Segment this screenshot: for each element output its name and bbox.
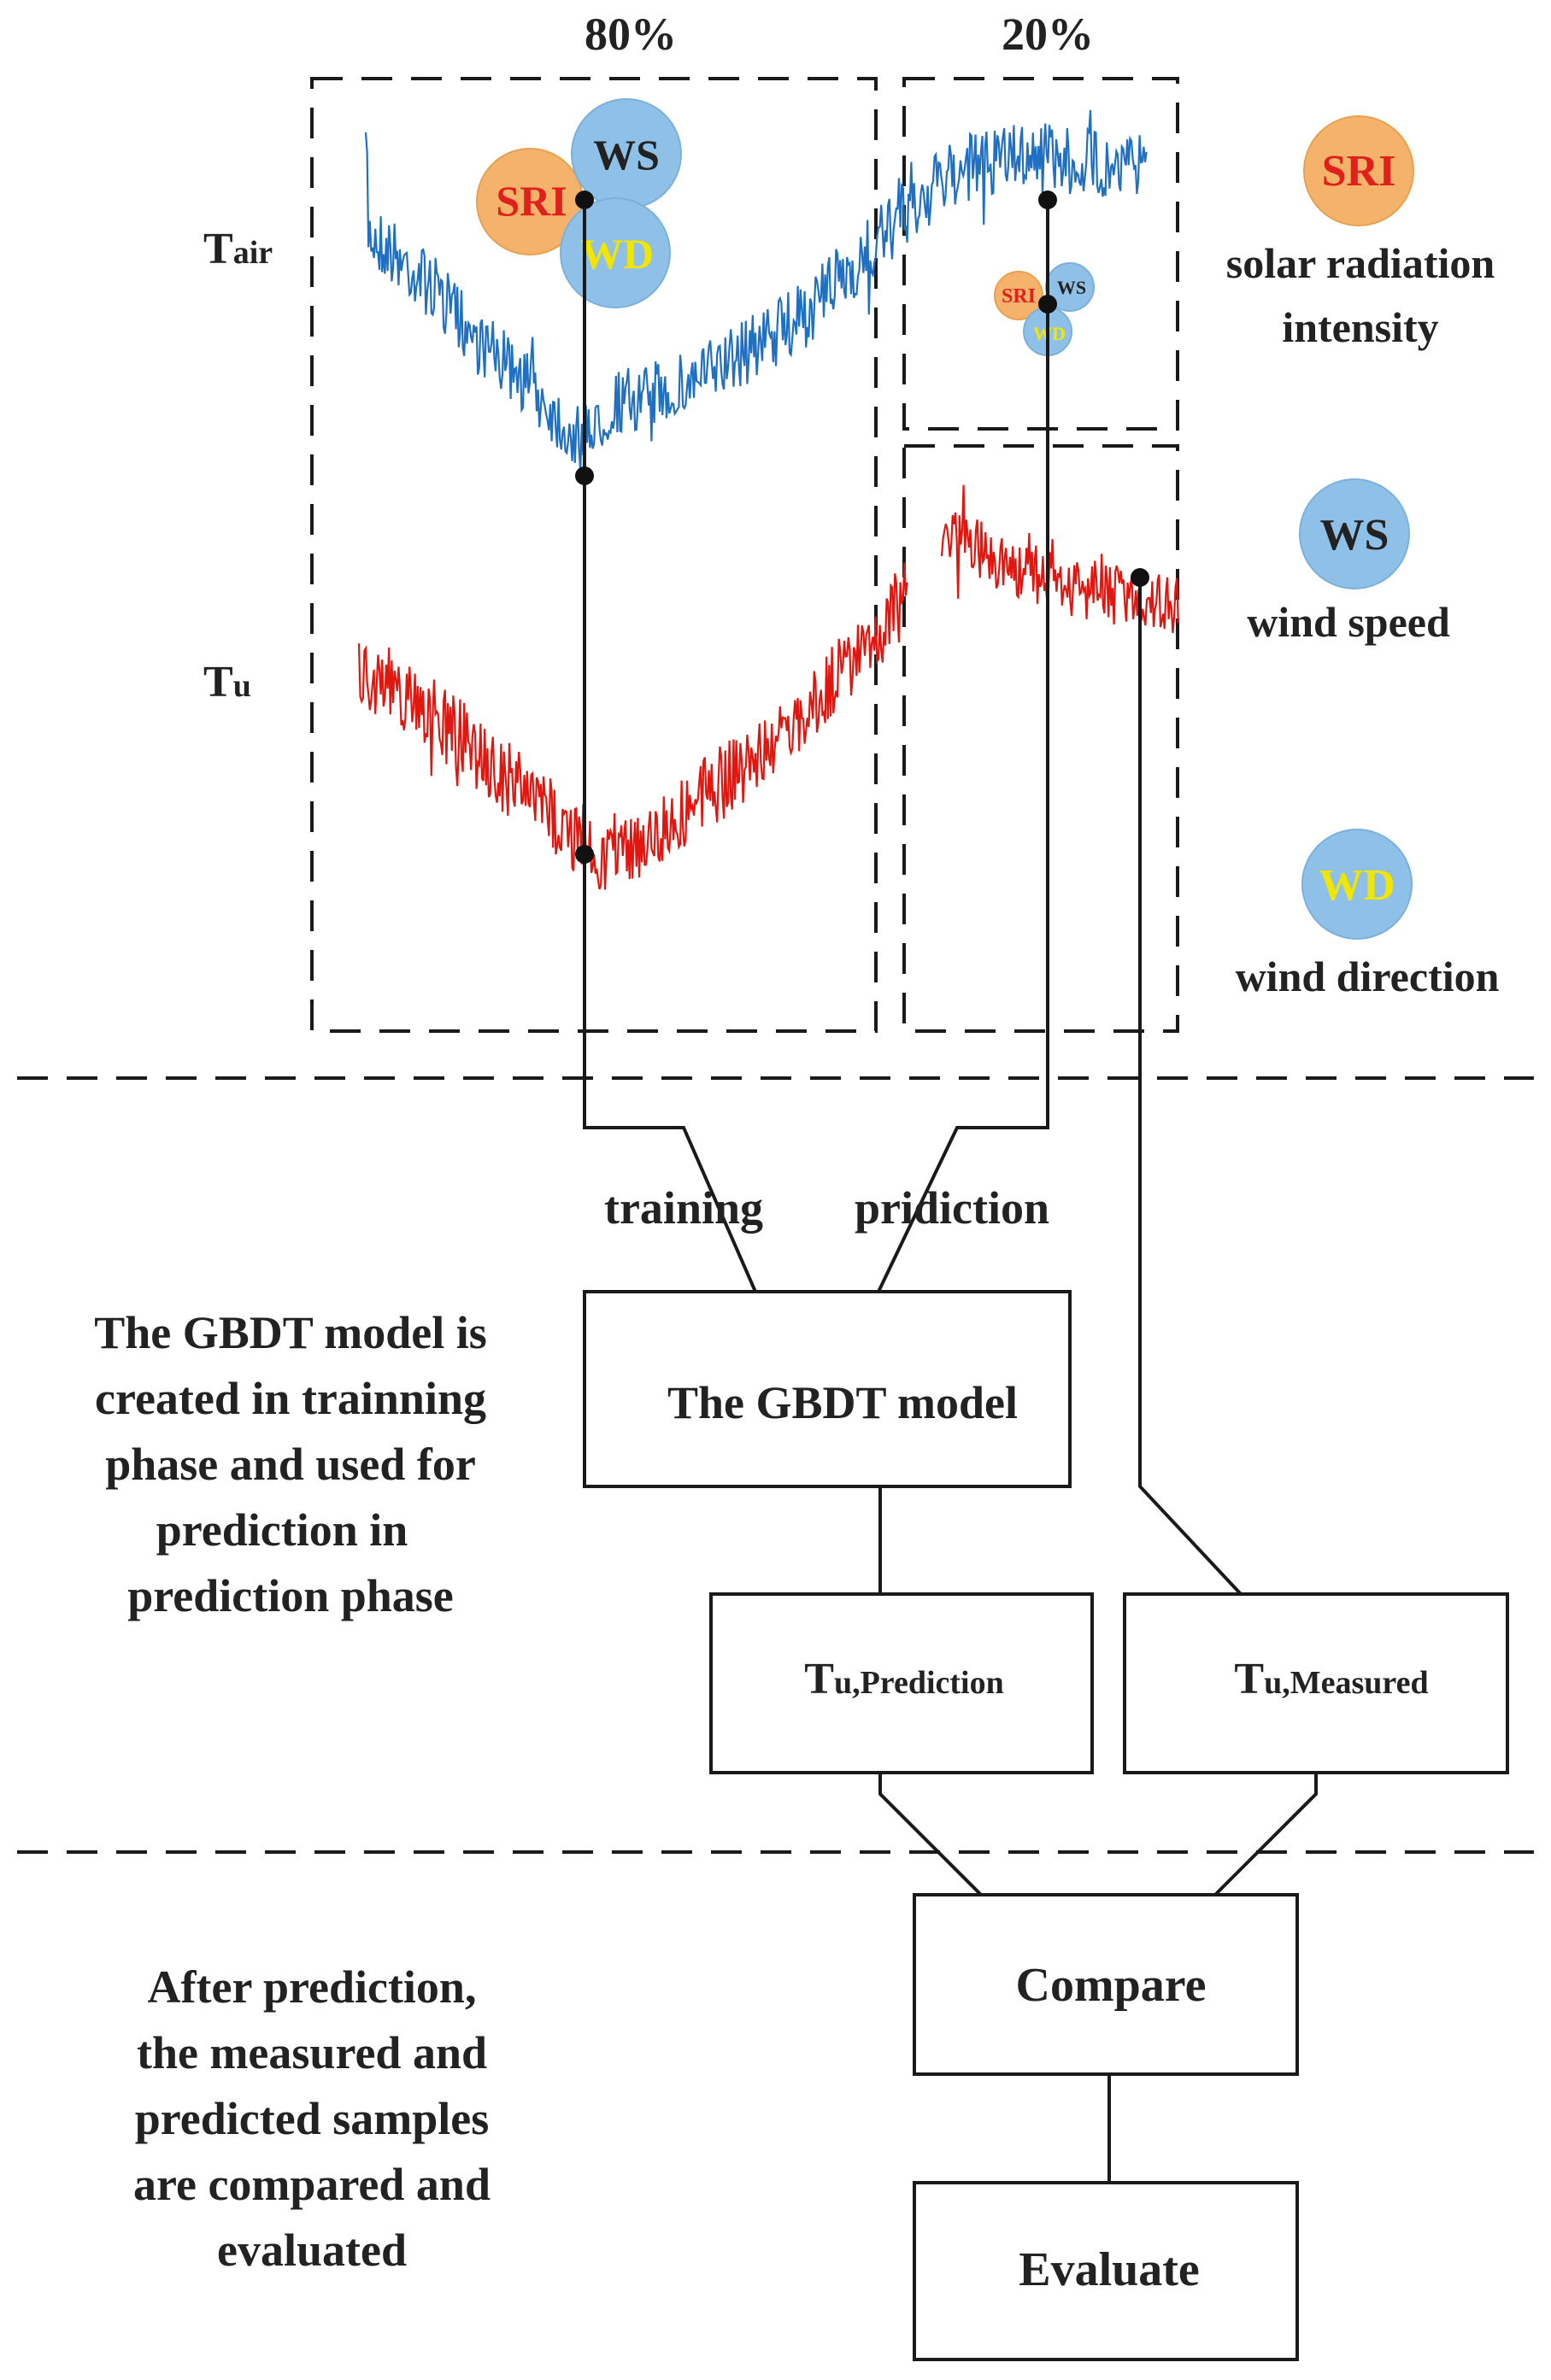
model-note-line: The GBDT model is [94,1307,487,1358]
prediction-wire [877,200,1049,1293]
evaluate-label: Evaluate [1019,2243,1200,2296]
prediction-label: pridiction [855,1182,1049,1234]
compare-label: Compare [1016,1959,1207,2012]
dot-training-air [575,191,594,209]
gbdt-model-label: The GBDT model [667,1377,1018,1428]
t-u-series-line-test [940,484,1179,633]
prediction-to-compare-wire [878,1773,983,1896]
tu-measured-label: Tu,Measured [1234,1655,1428,1703]
dot-training-air-low [575,466,594,485]
t-air-series-line [364,109,1148,471]
wd-bubble [560,197,671,308]
eval-note-line: After prediction, [148,1961,477,2013]
training-wire [583,200,757,1293]
training-data-box [310,77,878,1033]
wd-bubble-label: WD [580,230,654,278]
eval-note-line: predicted samples [135,2093,490,2144]
legend-ws-name: wind speed [1247,598,1450,646]
ws-bubble-label: WS [593,131,660,179]
t-air-label: Tair [203,225,273,273]
measured-wire [1138,577,1243,1596]
measured-to-compare-wire [1213,1773,1318,1896]
training-label: training [604,1182,763,1234]
eval-note-line: evaluated [217,2225,407,2276]
eval-note-line: the measured and [137,2027,487,2078]
test-split-label: 20% [1002,9,1094,60]
legend-wd-name: wind direction [1236,953,1500,1000]
tu-prediction-label: Tu,Prediction [804,1655,1003,1703]
legend-ws-abbr: WS [1320,511,1389,560]
t-u-label: Tu [203,658,251,706]
sri-bubble-label: SRI [496,177,567,225]
model-note-line: prediction phase [127,1570,454,1621]
small-sri-label: SRI [1002,285,1036,308]
model-note-line: phase and used for [105,1439,476,1490]
test-air-box [902,77,1179,431]
tu-measured-box [1123,1592,1509,1774]
compare-box [913,1893,1299,2076]
evaluation-note: After prediction, the measured and predi… [133,1961,491,2276]
legend-sri-name-1: solar radiation [1226,239,1495,287]
t-u-series-line-train [357,562,908,890]
legend-sri-icon [1303,115,1414,226]
dot-training-tu [575,845,594,864]
legend-ws-icon [1299,478,1410,589]
model-note-line: created in trainning [95,1373,486,1424]
model-note-line: prediction in [156,1504,408,1556]
legend-wd-abbr: WD [1319,861,1395,910]
evaluate-box [913,2181,1299,2361]
legend-sri-abbr: SRI [1322,147,1396,196]
dot-test-bubbles [1038,295,1057,314]
dot-test-tu [1131,568,1149,587]
dot-test-air [1038,191,1057,209]
legend-wd-icon [1301,829,1413,940]
gbdt-model-box [583,1290,1072,1488]
tu-prediction-box [709,1592,1094,1774]
small-ws-label: WS [1057,277,1086,298]
legend-sri-name-2: intensity [1282,303,1438,351]
legend: SRI solar radiation intensity WS wind sp… [1226,115,1500,1000]
connector-lines [583,200,1318,2183]
small-sri-bubble [994,271,1043,320]
train-split-label: 80% [585,9,677,60]
time-series-signals [357,109,1179,890]
test-tu-box [902,444,1179,1033]
eval-note-line: are compared and [133,2159,491,2210]
model-note: The GBDT model is created in trainning p… [94,1307,487,1621]
training-feature-bubbles: SRI WS WD [476,98,682,308]
